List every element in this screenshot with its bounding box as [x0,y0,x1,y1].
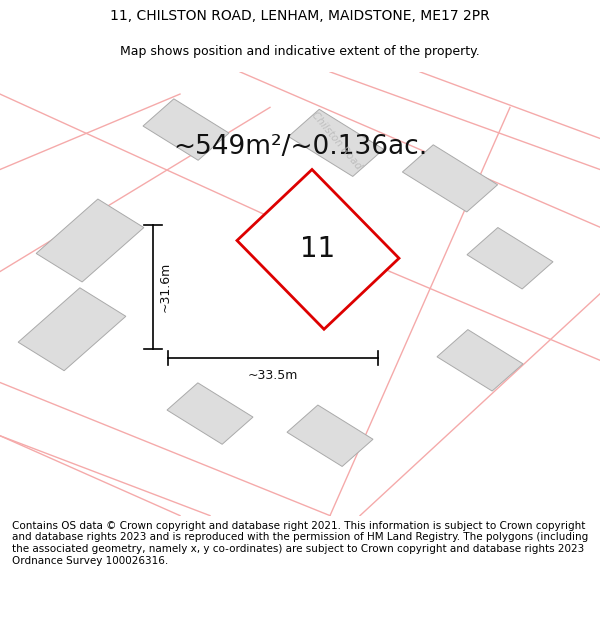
Polygon shape [36,199,144,282]
Polygon shape [403,145,497,212]
Polygon shape [18,288,126,371]
Text: ~549m²/~0.136ac.: ~549m²/~0.136ac. [173,134,427,160]
Text: 11: 11 [301,236,335,263]
Polygon shape [467,228,553,289]
Polygon shape [437,329,523,391]
Polygon shape [167,383,253,444]
Text: ~31.6m: ~31.6m [159,262,172,312]
Text: ~33.5m: ~33.5m [248,369,298,382]
Text: Map shows position and indicative extent of the property.: Map shows position and indicative extent… [120,45,480,58]
Polygon shape [289,109,383,176]
Polygon shape [237,169,399,329]
Polygon shape [143,99,229,160]
Text: Contains OS data © Crown copyright and database right 2021. This information is : Contains OS data © Crown copyright and d… [12,521,588,566]
Polygon shape [287,405,373,466]
Text: Chilston Road: Chilston Road [309,110,363,171]
Text: 11, CHILSTON ROAD, LENHAM, MAIDSTONE, ME17 2PR: 11, CHILSTON ROAD, LENHAM, MAIDSTONE, ME… [110,9,490,22]
